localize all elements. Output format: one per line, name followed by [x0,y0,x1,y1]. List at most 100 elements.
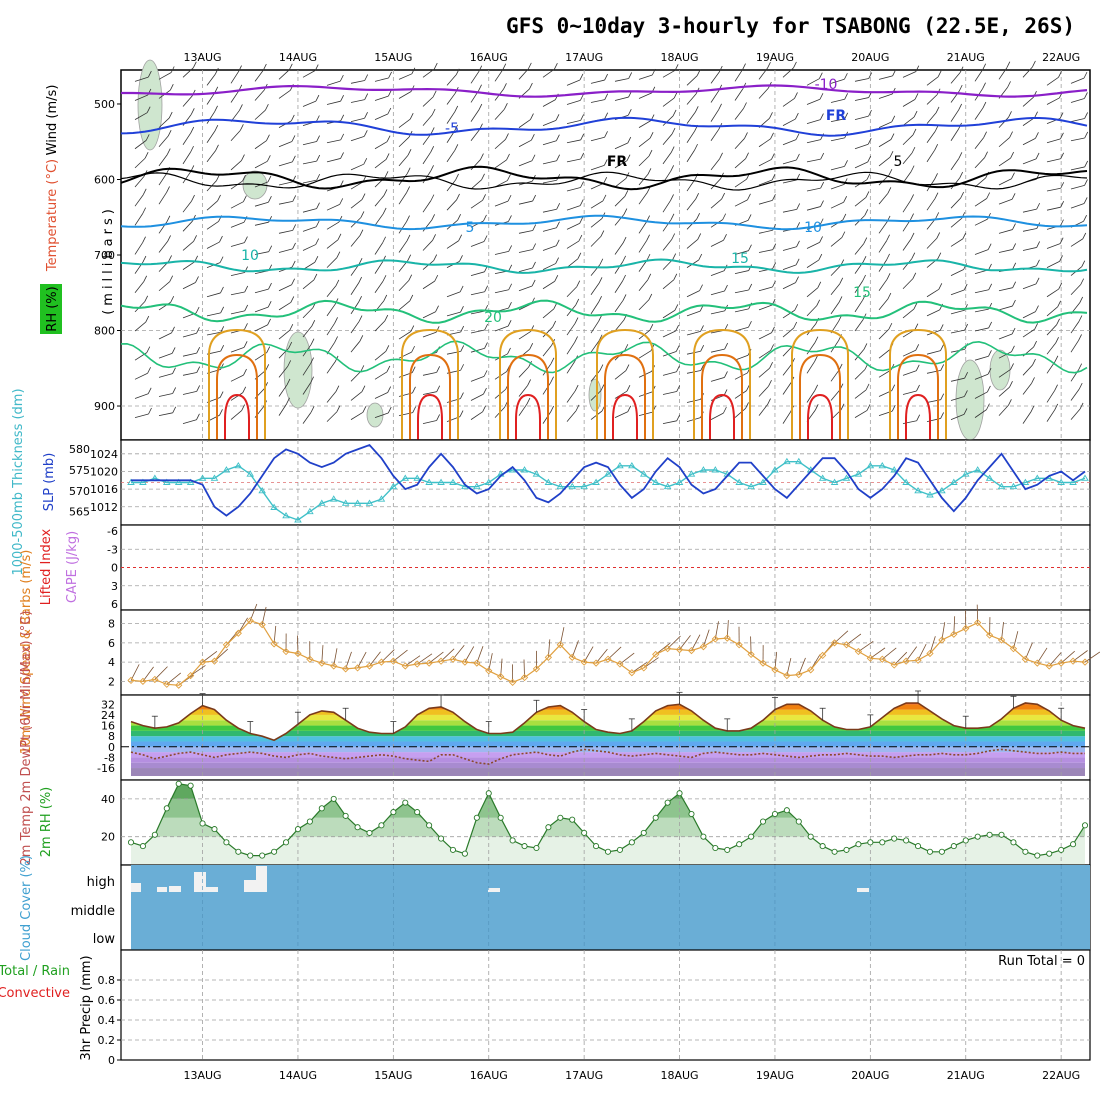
wind-barb [518,267,533,272]
wind-barb-flag [315,94,320,102]
wind-barb-flag [388,71,392,79]
wind-barb-flag [216,174,220,181]
precip-panel: 0.80.60.40.20 Run Total = 0 [98,949,1091,1067]
wind-barb-flag [868,72,873,79]
wind-barb [974,249,989,255]
wind-barb-flag [916,414,921,421]
wind-barb [398,136,410,148]
wind-barb [998,305,1013,311]
wind10m-point [318,659,326,667]
wind-barb-flag [912,128,917,136]
wind-barb-flag [267,318,271,326]
wind10m-point [270,640,278,648]
wind10m-barb [1036,647,1048,664]
wind-barb-flag [430,165,434,172]
wind-barb-flag [796,153,800,161]
wind-barb [854,161,868,169]
wind-barb-flag [532,194,537,202]
wind-barb-flag [888,168,893,176]
wind-barb-flag [982,63,987,70]
wind-barb-flag [1011,172,1015,179]
wind-barb [350,321,360,334]
wind-barb-flag [987,368,992,375]
wind-barb-flag [913,302,918,310]
wind-barb [374,141,388,150]
wind-barb-flag [673,91,678,99]
wind-barb-flag [1033,340,1037,348]
wind-barb-flag [508,264,513,272]
wind-barb-flag [1035,277,1040,285]
wind-barb [758,249,773,253]
wind-barb-flag [935,212,940,219]
wind-barb [902,152,913,165]
temp-tick-label: 0 [108,741,115,754]
wind-tick-label: 4 [108,656,115,669]
wind-barb-flag [820,152,825,160]
wind-barb [878,240,887,253]
wind-barb [950,158,960,171]
rh-point [259,852,266,859]
wind-barb-flag [339,74,344,82]
cloud-high-bar [857,888,869,892]
wind-barb-flag [142,255,147,263]
wind-barb [398,154,409,167]
wind10m-barb [142,666,154,682]
wind-barb [1046,187,1061,192]
wind-barb [302,208,317,213]
wind-barb-flag [214,86,219,93]
wind-barb-flag [793,61,797,69]
wind-barb [614,160,628,169]
wind-barb-flag [290,296,295,303]
wind-barb-flag [649,132,654,139]
wind-barb-flag [864,209,869,216]
wind-barb [134,242,143,255]
wind-barb-flag [580,133,585,141]
thickness-point [926,491,934,498]
rh-blob [283,331,313,409]
wind-barb [326,411,338,422]
date-label-bottom: 14AUG [279,1069,317,1082]
wind-barb-flag [482,405,486,412]
wind-barb [662,152,672,165]
rh-point [700,833,707,840]
wind-barb [566,323,576,336]
wind-barb-flag [600,230,605,237]
wind-barb-flag [364,93,369,100]
wind-barb [998,386,1010,397]
rh-point [545,824,552,831]
wind-barb [950,349,965,353]
wind-barb-flag [457,214,461,221]
wind-barb [470,393,484,401]
wind-barb-flag [623,208,628,215]
rh-point [569,816,576,823]
wind-barb [686,179,696,192]
wind-barb [446,291,461,298]
wind-barb [302,226,317,232]
wind-barb-flag [1058,282,1063,290]
wind-barb-flag [435,305,439,312]
wind-barb [542,227,557,232]
wind-barb-flag [336,405,341,412]
wind10m-point [306,655,314,663]
wind-barb [326,285,337,298]
wind-barb-flag [244,304,249,312]
wind-barb [926,76,939,86]
wind-barb-flag [814,355,818,362]
wind-barb-flag [195,276,199,283]
wind-barb [782,159,797,165]
wind-barb [662,371,677,376]
wind-barb [830,369,840,382]
wind-barb-flag [166,148,171,155]
contour-10 [120,258,1088,274]
wind-barb-flag [219,391,224,398]
rh-point [235,848,242,855]
wind-barb-flag [982,101,987,109]
wind-barb-flag [910,232,915,240]
wind-barb [830,98,845,103]
wind-barb [158,332,172,340]
wind-barb-flag [336,251,341,258]
date-label-top: 20AUG [851,51,889,64]
